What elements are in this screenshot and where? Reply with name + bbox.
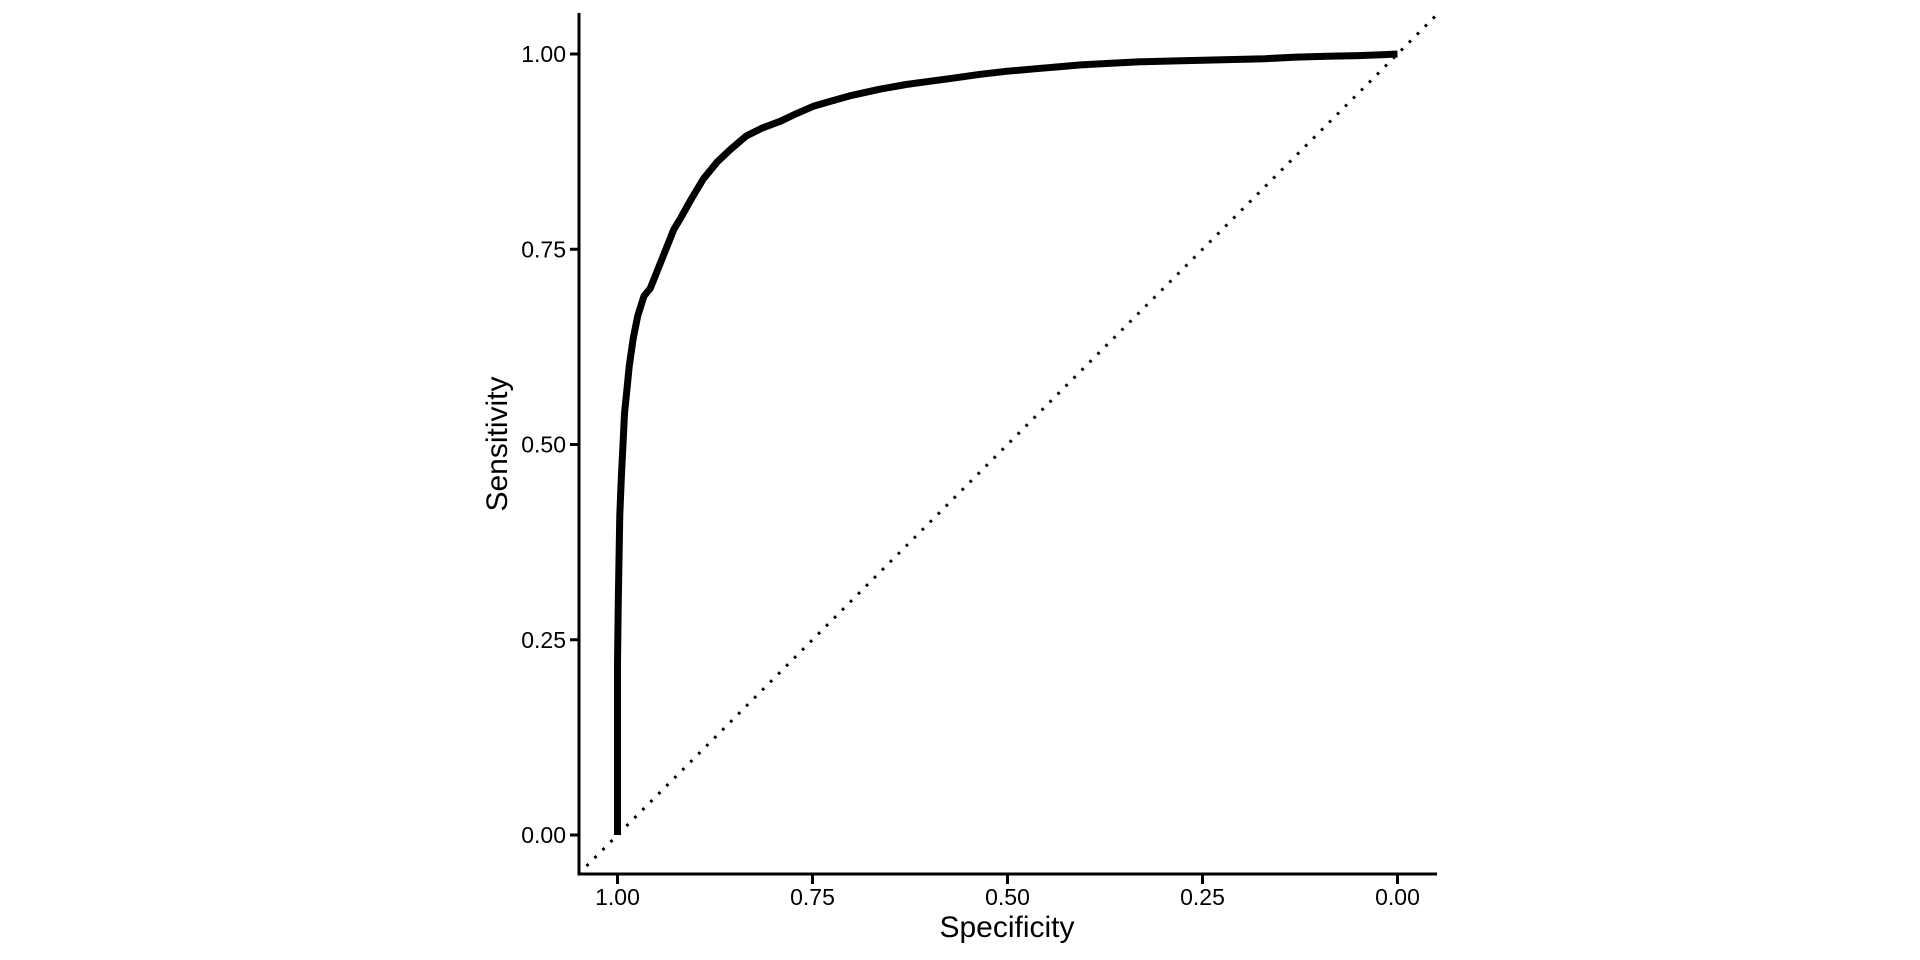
y-tick-label: 0.50 bbox=[521, 432, 566, 458]
y-tick-label: 0.00 bbox=[521, 822, 566, 848]
x-tick-label: 1.00 bbox=[595, 884, 640, 910]
x-axis-tick-labels: 1.00 0.75 0.50 0.25 0.00 bbox=[595, 884, 1420, 910]
roc-curve bbox=[614, 50, 1398, 835]
y-tick-label: 1.00 bbox=[521, 41, 566, 67]
x-tick-label: 0.75 bbox=[790, 884, 835, 910]
x-axis-ticks bbox=[616, 875, 1399, 884]
x-tick-label: 0.00 bbox=[1375, 884, 1420, 910]
y-axis-ticks bbox=[570, 52, 578, 837]
y-tick-label: 0.75 bbox=[521, 236, 566, 262]
x-axis-title: Specificity bbox=[939, 911, 1074, 944]
y-axis-title: Sensitivity bbox=[481, 376, 514, 511]
x-tick-label: 0.50 bbox=[985, 884, 1030, 910]
x-tick-label: 0.25 bbox=[1180, 884, 1225, 910]
y-tick-label: 0.25 bbox=[521, 627, 566, 653]
chance-line bbox=[577, 13, 1438, 876]
y-axis-tick-labels: 0.00 0.25 0.50 0.75 1.00 bbox=[521, 41, 566, 848]
